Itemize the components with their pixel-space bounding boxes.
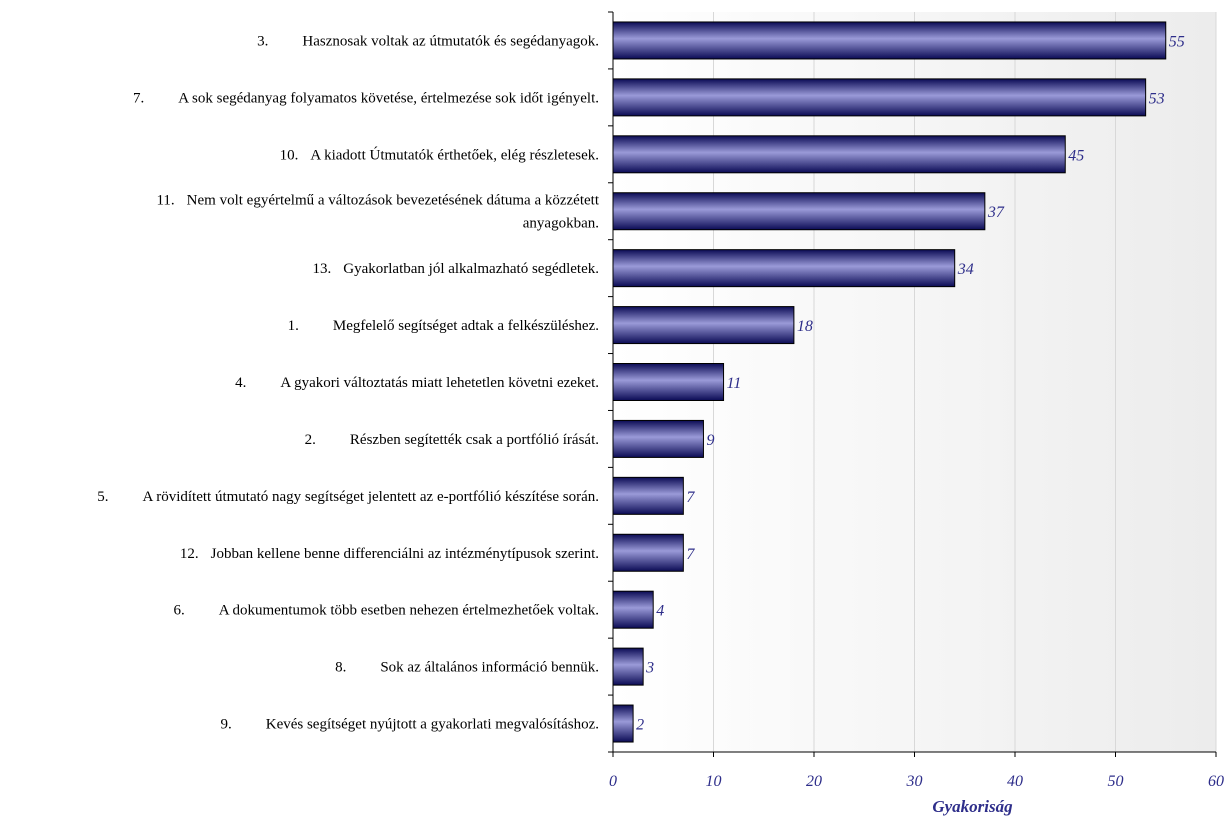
category-label-text: Sok az általános információ bennük. <box>380 660 599 676</box>
category-label: Részben segítették csak a portfólió írás… <box>305 432 599 448</box>
bar <box>612 363 725 401</box>
bar <box>612 192 986 231</box>
bar-value-label: 7 <box>686 489 695 506</box>
category-label-text: Nem volt egyértelmű a változások bevezet… <box>187 193 600 209</box>
x-tick-label: 20 <box>806 773 822 790</box>
bar-value-label: 37 <box>987 204 1005 221</box>
category-label-number: 1. <box>288 318 299 334</box>
category-label-text: Megfelelő segítséget adtak a felkészülés… <box>333 318 599 334</box>
category-label-number: 3. <box>257 33 268 49</box>
x-axis-title: Gyakoriság <box>932 797 1013 816</box>
x-tick-label: 60 <box>1208 773 1224 790</box>
category-label-text: Hasznosak voltak az útmutatók és segédan… <box>302 33 599 49</box>
bar-value-label: 34 <box>957 261 974 278</box>
bar-value-label: 2 <box>636 717 644 734</box>
category-label: Gyakorlatban jól alkalmazható segédletek… <box>313 261 599 277</box>
x-tick-labels: 0 10 20 30 40 50 60 <box>609 773 1224 790</box>
category-label-text: Gyakorlatban jól alkalmazható segédletek… <box>343 261 599 277</box>
bar <box>612 21 1167 60</box>
x-tick-label: 50 <box>1108 773 1124 790</box>
bar <box>612 647 644 686</box>
category-label: A dokumentumok több esetben nehezen érte… <box>173 603 599 619</box>
category-label-number: 10. <box>280 147 299 163</box>
category-label-number: 2. <box>305 432 316 448</box>
category-label-text: Részben segítették csak a portfólió írás… <box>350 432 599 448</box>
category-label: Sok az általános információ bennük. 8. <box>335 660 599 676</box>
category-label: anyagokban. <box>523 216 599 232</box>
category-label-number: 6. <box>173 603 184 619</box>
category-label-text: A sok segédanyag folyamatos követése, ér… <box>178 90 599 106</box>
category-label-number: 13. <box>313 261 332 277</box>
category-label-text: A dokumentumok több esetben nehezen érte… <box>219 603 599 619</box>
category-labels: Hasznosak voltak az útmutatók és segédan… <box>97 33 600 732</box>
bar <box>612 533 684 572</box>
bar <box>612 419 704 458</box>
category-label-number: 9. <box>220 717 231 733</box>
axes <box>608 11 1217 757</box>
bar-value-label: 18 <box>797 318 813 335</box>
category-label: A gyakori változtatás miatt lehetetlen k… <box>235 375 599 391</box>
category-label: A rövidített útmutató nagy segítséget je… <box>97 489 599 505</box>
bar-value-label: 3 <box>645 660 654 677</box>
category-label: Kevés segítséget nyújtott a gyakorlati m… <box>220 717 599 733</box>
bar-value-label: 9 <box>706 432 714 449</box>
bar-value-label: 4 <box>656 603 664 620</box>
category-label-text: anyagokban. <box>523 216 599 232</box>
bar <box>612 306 795 345</box>
bar-value-label: 11 <box>727 375 742 392</box>
bar-value-label: 45 <box>1068 147 1084 164</box>
x-tick-label: 30 <box>906 773 923 790</box>
bars <box>612 21 1167 743</box>
bar <box>612 590 654 629</box>
bar-value-label: 7 <box>686 546 695 563</box>
category-label: A kiadott Útmutatók érthetőek, elég rész… <box>280 146 599 163</box>
category-label-text: A kiadott Útmutatók érthetőek, elég rész… <box>310 146 599 163</box>
category-label-text: A rövidített útmutató nagy segítséget je… <box>142 489 599 505</box>
category-label: A sok segédanyag folyamatos követése, ér… <box>133 90 599 106</box>
category-label-number: 8. <box>335 660 346 676</box>
value-labels: 55 53 45 37 34 18 11 9 7 7 4 3 2 <box>636 33 1185 733</box>
category-label-number: 12. <box>180 546 199 562</box>
bar <box>612 135 1066 174</box>
category-label-text: A gyakori változtatás miatt lehetetlen k… <box>280 375 599 391</box>
category-label-number: 7. <box>133 90 144 106</box>
category-label-number: 11. <box>156 193 174 209</box>
bar-value-label: 53 <box>1149 90 1165 107</box>
category-label: Nem volt egyértelmű a változások bevezet… <box>156 193 599 209</box>
category-label: Megfelelő segítséget adtak a felkészülés… <box>288 318 599 334</box>
category-label: Hasznosak voltak az útmutatók és segédan… <box>257 33 599 49</box>
bar <box>612 249 956 288</box>
x-tick-label: 0 <box>609 773 617 790</box>
category-label-text: Jobban kellene benne differenciálni az i… <box>211 546 599 562</box>
bar <box>612 704 634 743</box>
x-tick-label: 40 <box>1007 773 1023 790</box>
x-tick-label: 10 <box>706 773 722 790</box>
bar <box>612 476 684 515</box>
category-label-text: Kevés segítséget nyújtott a gyakorlati m… <box>266 717 599 733</box>
category-label-number: 4. <box>235 375 246 391</box>
bar <box>612 78 1147 117</box>
bar-value-label: 55 <box>1169 33 1185 50</box>
category-label: Jobban kellene benne differenciálni az i… <box>180 546 599 562</box>
category-label-number: 5. <box>97 489 108 505</box>
